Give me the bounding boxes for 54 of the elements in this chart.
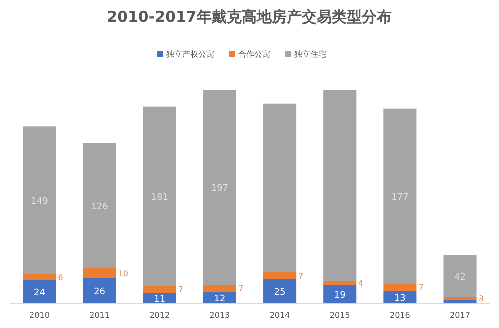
bar (384, 108, 417, 284)
legend-label: 独立住宅 (294, 50, 326, 59)
x-tick-label: 2010 (30, 311, 50, 320)
data-label: 24 (34, 288, 46, 299)
bar (324, 281, 357, 286)
data-label: 197 (211, 184, 229, 194)
x-tick-label: 2016 (390, 311, 410, 320)
bar (83, 144, 116, 268)
data-label: 6 (58, 273, 64, 282)
bar (143, 286, 176, 294)
x-tick-label: 2011 (90, 311, 110, 320)
x-tick-label: 2015 (330, 311, 350, 320)
bar (444, 255, 477, 298)
data-label: 13 (394, 294, 406, 304)
data-label: 177 (392, 193, 409, 204)
data-label: 126 (91, 202, 109, 212)
data-label: 149 (31, 196, 49, 207)
data-label: 10 (118, 269, 129, 278)
bar (23, 126, 56, 274)
data-label: 42 (454, 272, 466, 283)
bar (83, 268, 116, 278)
data-label: 19 (334, 291, 346, 302)
data-label: 3 (478, 294, 484, 304)
data-label: 7 (418, 284, 424, 293)
data-label: 7 (298, 272, 304, 281)
data-label: 4 (358, 279, 364, 288)
bar (83, 278, 116, 304)
chart-title: 2010-2017年戴克高地房产交易类型分布 (107, 8, 392, 26)
data-label: 7 (178, 286, 184, 295)
bar (23, 280, 56, 304)
bar (264, 104, 297, 272)
data-label: 7 (238, 284, 244, 294)
bar (203, 285, 236, 292)
bar (324, 90, 357, 282)
x-tick-label: 2014 (270, 311, 290, 320)
data-label: 11 (154, 295, 166, 306)
data-label: 181 (151, 193, 168, 204)
bar (203, 90, 236, 286)
bar (264, 272, 297, 280)
x-tick-label: 2012 (150, 311, 170, 320)
bar (324, 285, 357, 304)
legend-label: 合作公寓 (238, 50, 270, 59)
bar (444, 297, 477, 300)
data-label: 12 (214, 294, 226, 305)
x-tick-label: 2017 (450, 311, 470, 320)
data-label: 26 (94, 288, 106, 298)
bar (143, 106, 176, 286)
data-label: 25 (274, 288, 286, 298)
legend-label: 独立产权公寓 (166, 50, 214, 59)
bar (264, 279, 297, 304)
bar (23, 274, 56, 280)
bar (384, 284, 417, 292)
bar (444, 300, 477, 304)
x-tick-label: 2013 (210, 311, 230, 320)
